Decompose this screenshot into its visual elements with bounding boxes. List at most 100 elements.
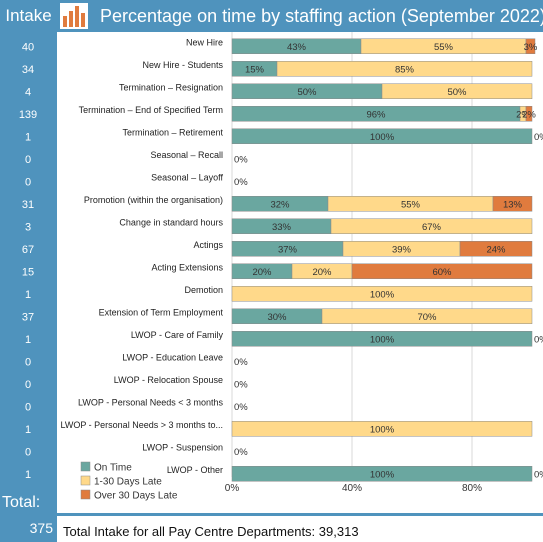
data-label: 0% xyxy=(534,334,543,345)
data-label: 70% xyxy=(417,312,437,323)
bar-segment xyxy=(231,286,533,302)
bar-segment xyxy=(330,218,533,234)
data-label: 39% xyxy=(392,244,412,255)
intake-column xyxy=(0,0,57,542)
bar-segment xyxy=(231,331,533,347)
intake-value: 31 xyxy=(22,199,34,211)
data-label: 15% xyxy=(245,64,265,75)
data-label: 100% xyxy=(370,289,395,300)
category-label: Change in standard hours xyxy=(119,217,223,227)
intake-value: 0 xyxy=(25,379,31,391)
intake-value: 0 xyxy=(25,176,31,188)
data-label: 0% xyxy=(534,469,543,480)
legend-label: Over 30 Days Late xyxy=(94,491,178,502)
total-label: Total: xyxy=(2,494,41,511)
x-tick-label: 0% xyxy=(225,483,240,494)
category-label: LWOP - Suspension xyxy=(142,442,223,452)
legend-swatch xyxy=(80,475,91,486)
bar-segment xyxy=(231,421,533,437)
intake-value: 40 xyxy=(22,41,34,53)
legend-swatch xyxy=(80,461,91,472)
data-label: 0% xyxy=(234,177,248,188)
data-label: 2% xyxy=(516,109,530,120)
data-label: 24% xyxy=(486,244,506,255)
category-label: Promotion (within the organisation) xyxy=(84,195,223,205)
x-tick-label: 80% xyxy=(462,483,482,494)
data-label: 20% xyxy=(312,267,332,278)
data-label: 0% xyxy=(234,154,248,165)
data-label: 100% xyxy=(370,469,395,480)
data-label: 0% xyxy=(234,357,248,368)
data-label: 100% xyxy=(370,334,395,345)
data-label: 100% xyxy=(370,424,395,435)
intake-column-title: Intake xyxy=(5,6,52,25)
data-label: 2% xyxy=(522,109,536,120)
legend-swatch xyxy=(80,489,91,500)
bar-segment xyxy=(351,263,533,279)
total-value: 375 xyxy=(29,520,53,536)
data-label: 96% xyxy=(366,109,386,120)
legend-label: On Time xyxy=(94,463,132,474)
intake-value: 34 xyxy=(22,64,34,76)
data-label: 0% xyxy=(534,132,543,143)
category-label: New Hire - Students xyxy=(142,60,223,70)
x-tick-label: 40% xyxy=(342,483,362,494)
category-label: LWOP - Personal Needs < 3 months xyxy=(78,397,223,407)
intake-value: 1 xyxy=(25,289,31,301)
intake-value: 1 xyxy=(25,424,31,436)
intake-value: 0 xyxy=(25,356,31,368)
intake-value: 139 xyxy=(19,109,37,121)
legend-label: 1-30 Days Late xyxy=(94,477,162,488)
intake-value: 15 xyxy=(22,266,34,278)
category-label: Acting Extensions xyxy=(151,262,223,272)
category-label: New Hire xyxy=(186,37,223,47)
stacked-bar-chart: 0% 40% 80%40 New Hire 43% 55% 3%34 New Hire - S… xyxy=(19,32,543,502)
category-label: LWOP - Care of Family xyxy=(131,330,224,340)
intake-value: 0 xyxy=(25,401,31,413)
data-label: 50% xyxy=(447,87,467,98)
intake-value: 4 xyxy=(25,86,31,98)
data-label: 20% xyxy=(252,267,272,278)
data-label: 55% xyxy=(401,199,421,210)
intake-value: 1 xyxy=(25,469,31,481)
data-label: 60% xyxy=(432,267,452,278)
category-label: Termination – End of Specified Term xyxy=(79,105,223,115)
data-label: 43% xyxy=(287,42,307,53)
category-label: Actings xyxy=(193,240,223,250)
data-label: 100% xyxy=(370,132,395,143)
intake-value: 67 xyxy=(22,244,34,256)
data-label: 67% xyxy=(422,222,442,233)
intake-value: 0 xyxy=(25,446,31,458)
intake-value: 1 xyxy=(25,131,31,143)
data-label: 55% xyxy=(434,42,454,53)
category-label: Seasonal – Recall xyxy=(150,150,223,160)
data-label: 0% xyxy=(234,447,248,458)
bar-segment xyxy=(525,106,533,122)
category-label: Termination – Resignation xyxy=(119,82,223,92)
data-label: 3% xyxy=(524,42,538,53)
category-label: LWOP - Education Leave xyxy=(122,352,223,362)
bar-segment xyxy=(231,466,533,482)
data-label: 33% xyxy=(272,222,292,233)
chart-title: Percentage on time by staffing action (S… xyxy=(100,6,543,26)
category-label: Seasonal – Layoff xyxy=(151,172,223,182)
category-label: Termination – Retirement xyxy=(122,127,223,137)
total-intake-text: Total Intake for all Pay Centre Departme… xyxy=(63,524,359,539)
bar-segment xyxy=(459,241,533,257)
header-bar xyxy=(57,0,543,32)
bar-segment xyxy=(231,128,533,144)
data-label: 37% xyxy=(278,244,298,255)
intake-value: 3 xyxy=(25,221,31,233)
intake-value: 37 xyxy=(22,311,34,323)
bar-chart-icon xyxy=(60,3,88,29)
intake-value: 0 xyxy=(25,154,31,166)
data-label: 30% xyxy=(267,312,287,323)
bar-segment xyxy=(492,196,533,212)
data-label: 0% xyxy=(234,379,248,390)
data-label: 13% xyxy=(503,199,523,210)
data-label: 50% xyxy=(297,87,317,98)
category-label: LWOP - Other xyxy=(167,465,223,475)
bar-segment xyxy=(381,83,533,99)
bar-segment xyxy=(321,308,533,324)
category-label: Demotion xyxy=(184,285,223,295)
